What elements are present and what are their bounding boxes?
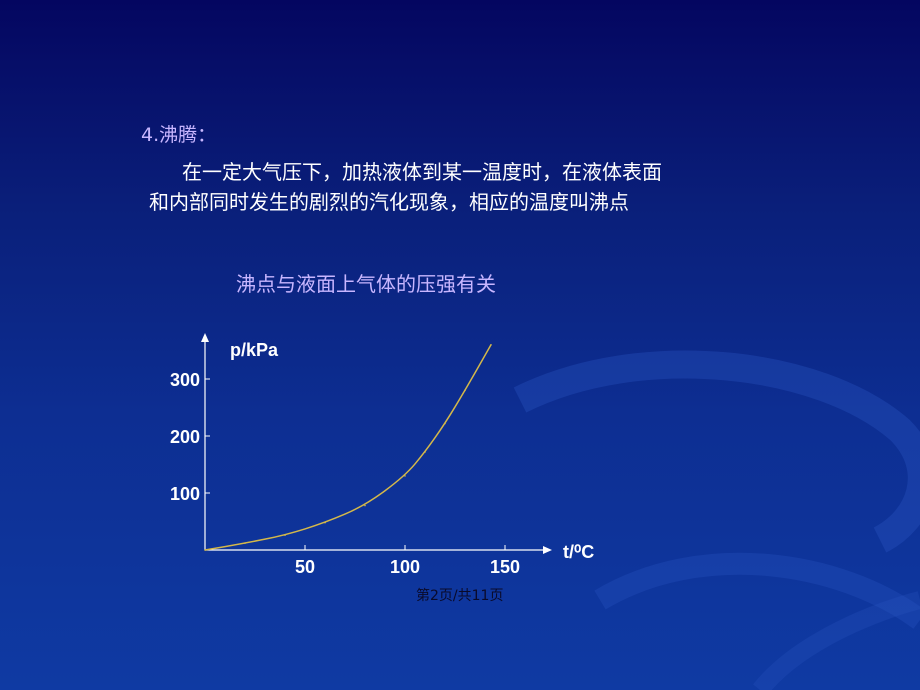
y-axis-arrow [201, 333, 209, 342]
x-tick-label-50: 50 [295, 557, 315, 577]
y-tick-label-300: 300 [170, 370, 200, 390]
x-axis-label: t/⁰C [563, 542, 594, 562]
data-point-4 [364, 504, 366, 507]
data-point-6 [424, 451, 426, 453]
x-axis-arrow [543, 546, 552, 554]
boiling-curve-line [204, 344, 492, 551]
page-footer: 第2页/共11页 [416, 588, 504, 604]
x-tick-label-100: 100 [390, 557, 420, 577]
data-point-2 [284, 534, 286, 536]
data-point-3 [324, 521, 326, 524]
paragraph-line-2: 和内部同时发生的剧烈的汽化现象，相应的温度叫沸点 [149, 190, 629, 214]
slide-heading: 4.沸腾： [141, 124, 217, 146]
chart-title: 沸点与液面上气体的压强有关 [236, 272, 496, 296]
y-tick-label-200: 200 [170, 427, 200, 447]
data-point-1 [244, 542, 246, 544]
paragraph-line-1: 在一定大气压下，加热液体到某一温度时，在液体表面 [182, 160, 662, 184]
y-tick-label-100: 100 [170, 484, 200, 504]
data-point-9 [490, 344, 492, 346]
data-point-7 [444, 422, 446, 425]
y-axis-label: p/kPa [230, 340, 279, 360]
data-point-5 [404, 475, 406, 477]
x-tick-label-150: 150 [490, 557, 520, 577]
data-point-0 [204, 549, 206, 551]
data-point-8 [464, 389, 466, 392]
